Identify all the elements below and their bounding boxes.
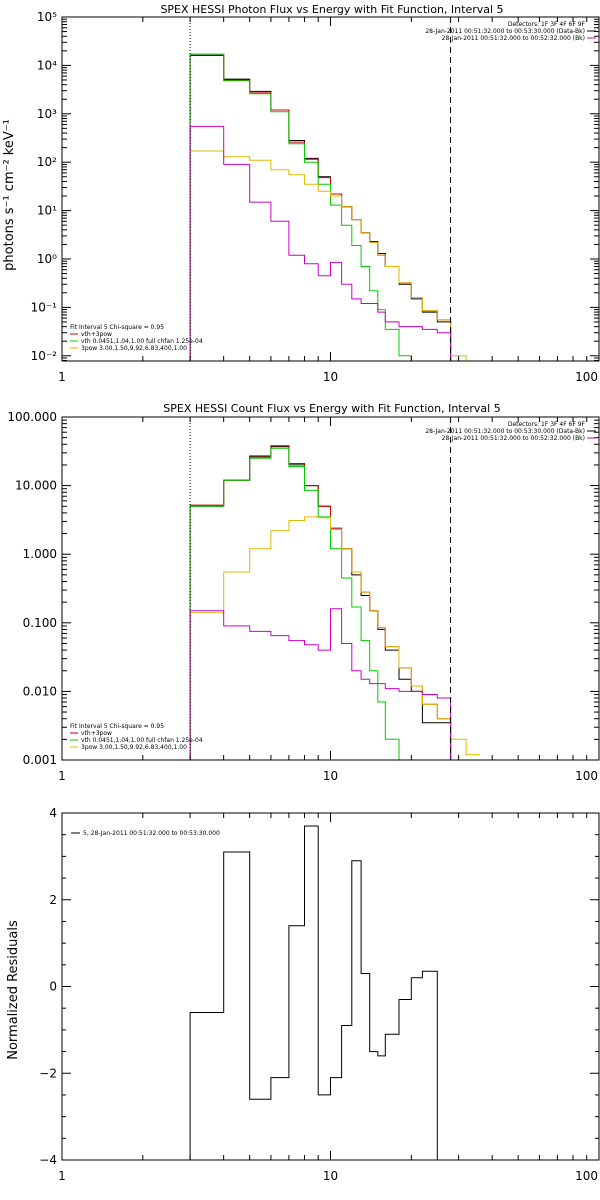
fit-legend-label: vth+3pow (81, 730, 112, 737)
fit-legend-label: vth 0.0451,1.04,1.00 full chfan 1.25e-04 (81, 338, 203, 345)
series-line-2 (189, 53, 480, 361)
series-line-1 (189, 53, 480, 361)
x-tick-label: 10 (323, 1169, 338, 1183)
fit-legend-label: vth+3pow (81, 331, 112, 338)
plot-frame (61, 416, 600, 761)
x-tick-label: 100 (575, 769, 598, 783)
fit-legend-header: Fit Interval 5 Chi-square = 0.95 (70, 723, 164, 730)
y-tick-label: 10⁴ (37, 58, 57, 72)
y-tick-label: −2 (39, 1066, 57, 1080)
x-tick-label: 1 (58, 769, 66, 783)
y-tick-label: 10⁵ (37, 10, 57, 24)
series-line-3 (189, 150, 480, 361)
y-tick-label: −4 (39, 1153, 57, 1167)
y-tick-label: 1.000 (23, 547, 57, 561)
series-group (189, 445, 480, 760)
chart-title: SPEX HESSI Photon Flux vs Energy with Fi… (160, 3, 503, 16)
legend-entry-label: 28-Jan-2011 00:51:32.000 to 00:52:32.000… (442, 35, 585, 42)
y-tick-label: 10.000 (15, 479, 57, 493)
series-line-0 (189, 55, 480, 361)
fit-legend-label: 3pow 3.00,1.50,9.92,6.83,400,1.00 (81, 345, 187, 352)
legend-header: Detectors: 1F 3F 4F 6F 9F (508, 421, 586, 428)
y-tick-label: 10⁻² (31, 349, 58, 363)
y-axis-label: Normalized Residuals (6, 920, 21, 1060)
residuals-panel: Normalized Residuals 1 10 100 −4 −2 0 2 4 5, 28-… (6, 806, 600, 1183)
x-tick-label: 100 (575, 370, 598, 384)
x-tick-label: 1 (58, 1169, 66, 1183)
series-line-1 (189, 445, 480, 760)
fit-legend-label: vth 0.0451,1.04,1.00 full chfan 1.25e-04 (81, 737, 203, 744)
series-line-4 (189, 125, 480, 361)
plot-frame (61, 812, 600, 1161)
count-flux-plot: 1 10 100 0.001 0.010 0.100 1.000 10.000 100.000 D… (7, 410, 600, 783)
fit-legend-label: 3pow 3.00,1.50,9.92,6.83,400,1.00 (81, 744, 187, 751)
legend-entry-label: 28-Jan-2011 00:51:32.000 to 00:53:30.000… (425, 28, 585, 35)
residuals-plot: 1 10 100 −4 −2 0 2 4 5, 28-Jan-2011 00:51:32.000… (39, 806, 600, 1183)
photon-flux-plot: 1 10 100 10⁻² 10⁻¹ 10⁰ 10¹ 10² 10³ 10⁴ 10⁵ Detector… (31, 10, 600, 384)
y-tick-label: 4 (49, 806, 57, 820)
y-tick-label: 10⁰ (37, 252, 57, 266)
y-tick-label: 0.001 (23, 753, 57, 767)
photon-flux-panel: SPEX HESSI Photon Flux vs Energy with Fi… (2, 3, 600, 384)
series-line-2 (189, 447, 480, 760)
count-flux-panel: SPEX HESSI Count Flux vs Energy with Fit… (7, 402, 600, 783)
x-tick-label: 1 (58, 370, 66, 384)
y-tick-label: 10³ (37, 107, 57, 121)
y-axis-label: photons s⁻¹ cm⁻² keV⁻¹ (2, 119, 17, 271)
y-tick-label: 100.000 (7, 410, 57, 424)
y-tick-label: 0.100 (23, 616, 57, 630)
y-tick-label: 2 (49, 893, 57, 907)
x-tick-label: 100 (575, 1169, 598, 1183)
y-tick-label: 10² (37, 155, 57, 169)
series-group (189, 53, 480, 361)
legend-header: Detectors: 1F 3F 4F 6F 9F (508, 21, 586, 28)
y-tick-label: 10⁻¹ (31, 300, 58, 314)
x-tick-label: 10 (323, 769, 338, 783)
legend-entry-label: 5, 28-Jan-2011 00:51:32.000 to 00:53:30.… (83, 830, 220, 837)
fit-legend-header: Fit Interval 5 Chi-square = 0.95 (70, 324, 164, 331)
y-tick-label: 0 (49, 980, 57, 994)
y-tick-label: 0.010 (23, 684, 57, 698)
series-line-3 (189, 516, 480, 760)
series-line-0 (189, 446, 480, 760)
series-group (189, 825, 451, 1160)
series-line-0 (189, 825, 451, 1160)
chart-title: SPEX HESSI Count Flux vs Energy with Fit… (163, 402, 500, 415)
y-tick-label: 10¹ (37, 204, 57, 218)
legend-entry-label: 28-Jan-2011 00:51:32.000 to 00:53:30.000… (425, 428, 585, 435)
series-line-4 (189, 608, 480, 760)
legend-entry-label: 28-Jan-2011 00:51:32.000 to 00:52:32.000… (442, 435, 585, 442)
x-tick-label: 10 (323, 370, 338, 384)
